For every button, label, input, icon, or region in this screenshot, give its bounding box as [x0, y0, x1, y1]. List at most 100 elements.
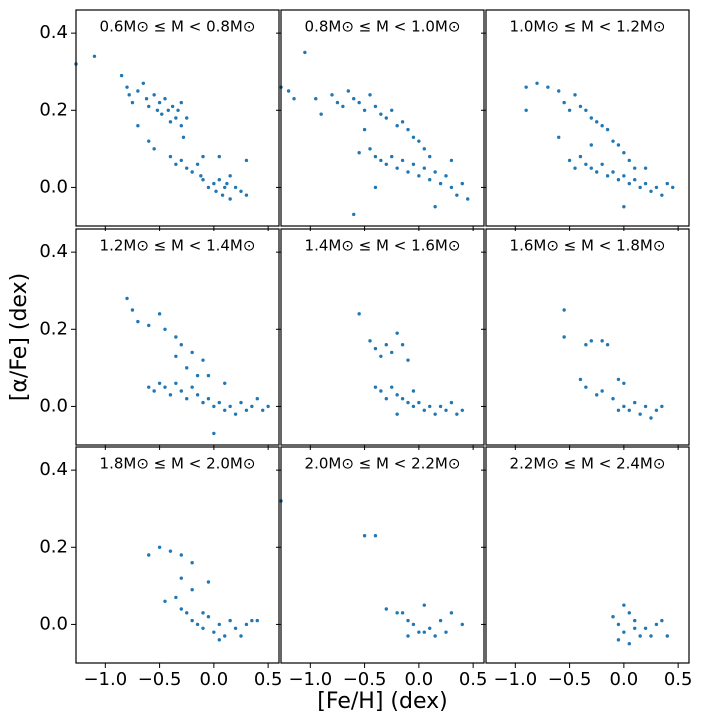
- panel-frame: [75, 9, 280, 227]
- point: [573, 166, 577, 170]
- point: [395, 393, 399, 397]
- point: [166, 108, 170, 112]
- point: [622, 603, 626, 607]
- y-tick-label: 0.0: [39, 613, 68, 634]
- point: [417, 139, 421, 143]
- point: [660, 618, 664, 623]
- point: [206, 373, 211, 378]
- panel-frame: [280, 446, 485, 664]
- x-tick-label: −0.5: [548, 669, 592, 690]
- point: [174, 116, 178, 120]
- point: [163, 97, 167, 101]
- point: [168, 393, 173, 397]
- point: [250, 404, 254, 409]
- point: [190, 618, 194, 623]
- point: [449, 158, 454, 163]
- point: [157, 312, 162, 316]
- point: [406, 634, 410, 638]
- point: [174, 381, 178, 385]
- point: [286, 89, 291, 93]
- point: [181, 135, 186, 139]
- point: [654, 185, 659, 190]
- point: [352, 97, 356, 101]
- point: [605, 343, 610, 347]
- point: [190, 385, 194, 389]
- point: [206, 185, 211, 190]
- y-tick-label: 0.2: [39, 99, 68, 120]
- point: [428, 178, 432, 182]
- point: [600, 339, 604, 343]
- point: [199, 174, 203, 178]
- point: [627, 642, 631, 646]
- point: [428, 154, 432, 159]
- point: [643, 404, 648, 409]
- panel-title: 2.0M⊙ ≤ M < 2.2M⊙: [305, 455, 461, 473]
- point: [417, 174, 421, 178]
- point: [261, 408, 265, 412]
- point: [239, 400, 243, 405]
- point: [201, 400, 205, 405]
- point: [314, 97, 318, 101]
- point: [217, 154, 221, 159]
- point: [195, 622, 200, 627]
- point: [163, 327, 167, 331]
- point: [395, 611, 399, 615]
- point: [455, 412, 459, 416]
- panel-frame: [485, 446, 690, 664]
- point: [206, 615, 211, 619]
- point: [190, 588, 194, 592]
- point: [578, 104, 583, 109]
- point: [228, 197, 232, 201]
- point: [649, 634, 653, 638]
- y-tick-label: 0.2: [39, 318, 68, 339]
- y-tick-label: 0.4: [39, 22, 68, 43]
- point: [406, 127, 410, 132]
- point: [379, 158, 383, 163]
- x-tick-label: 0.5: [254, 669, 283, 690]
- point: [368, 147, 372, 151]
- point: [611, 615, 615, 619]
- point: [627, 181, 631, 186]
- point: [130, 308, 135, 312]
- point: [373, 104, 378, 109]
- point: [373, 534, 378, 538]
- point: [195, 393, 200, 397]
- point: [212, 630, 216, 634]
- point: [174, 162, 178, 166]
- point: [303, 50, 307, 55]
- point: [633, 178, 637, 182]
- point: [546, 85, 550, 89]
- point: [395, 166, 399, 170]
- point: [185, 166, 189, 170]
- point: [174, 354, 178, 358]
- point: [195, 162, 200, 166]
- x-tick-label: −1.0: [288, 669, 332, 690]
- point: [578, 377, 583, 382]
- point: [384, 162, 388, 166]
- point: [368, 339, 372, 343]
- point: [400, 611, 405, 615]
- point: [330, 93, 334, 97]
- y-tick-label: 0.0: [39, 395, 68, 416]
- point: [433, 634, 437, 638]
- point: [595, 170, 599, 174]
- point: [433, 205, 437, 209]
- point: [633, 166, 637, 170]
- point: [179, 607, 183, 611]
- point: [665, 634, 669, 638]
- point: [428, 626, 432, 630]
- point: [125, 296, 129, 301]
- point: [352, 212, 356, 217]
- point: [643, 166, 648, 170]
- point: [660, 193, 664, 197]
- point: [567, 158, 572, 163]
- point: [255, 618, 259, 623]
- point: [147, 139, 151, 143]
- point: [201, 154, 205, 159]
- point: [244, 408, 249, 412]
- point: [244, 622, 249, 627]
- point: [239, 634, 243, 638]
- point: [573, 93, 577, 97]
- point: [567, 108, 572, 112]
- point: [438, 404, 443, 409]
